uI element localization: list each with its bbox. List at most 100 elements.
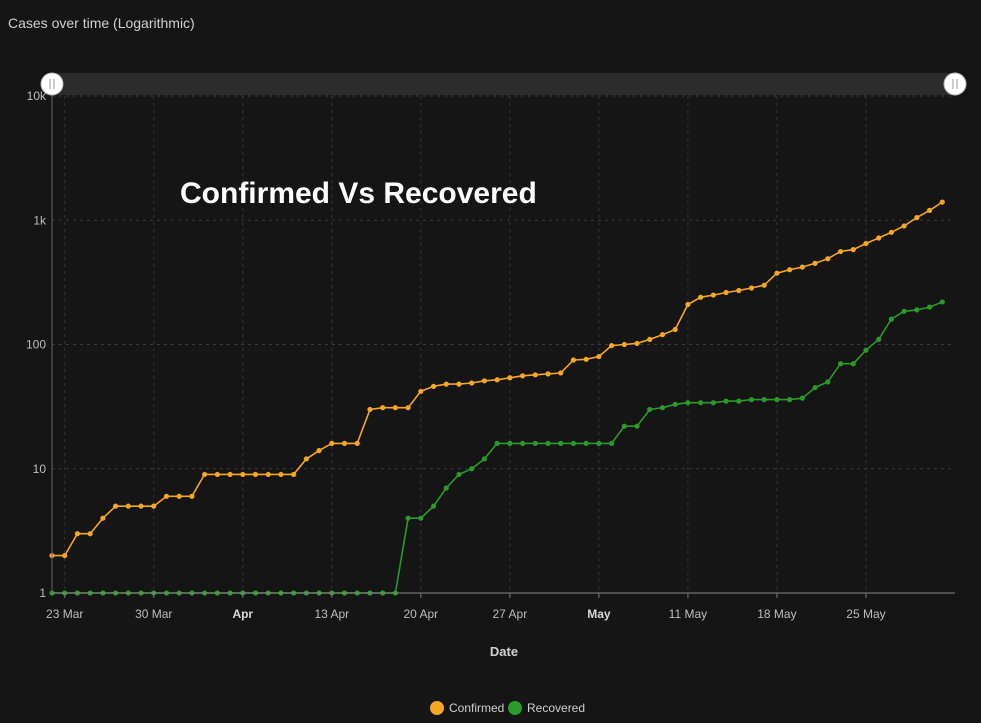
data-point-confirmed[interactable] — [685, 301, 691, 308]
legend-item-confirmed[interactable]: Confirmed — [430, 701, 504, 715]
data-point-confirmed[interactable] — [494, 377, 500, 383]
data-point-confirmed[interactable] — [227, 471, 233, 478]
data-point-confirmed[interactable] — [621, 341, 627, 348]
data-point-recovered[interactable] — [443, 485, 449, 491]
data-point-recovered[interactable] — [494, 440, 500, 446]
data-point-recovered[interactable] — [939, 299, 945, 305]
data-point-recovered[interactable] — [876, 336, 882, 342]
data-point-recovered[interactable] — [748, 397, 755, 403]
data-point-confirmed[interactable] — [405, 405, 411, 411]
data-point-confirmed[interactable] — [570, 357, 577, 363]
data-point-recovered[interactable] — [558, 440, 564, 446]
data-point-recovered[interactable] — [926, 304, 933, 310]
data-point-confirmed[interactable] — [354, 440, 360, 446]
data-point-confirmed[interactable] — [901, 223, 907, 229]
data-point-confirmed[interactable] — [914, 215, 920, 221]
data-point-recovered[interactable] — [736, 398, 742, 404]
data-point-confirmed[interactable] — [176, 493, 182, 499]
data-point-confirmed[interactable] — [265, 471, 271, 478]
data-point-recovered[interactable] — [469, 466, 475, 472]
data-point-confirmed[interactable] — [736, 287, 742, 294]
data-point-confirmed[interactable] — [392, 405, 398, 411]
data-point-recovered[interactable] — [888, 316, 895, 322]
data-point-confirmed[interactable] — [151, 503, 157, 509]
data-point-confirmed[interactable] — [825, 256, 831, 262]
data-point-recovered[interactable] — [583, 440, 589, 446]
data-point-recovered[interactable] — [430, 503, 437, 509]
data-point-confirmed[interactable] — [138, 503, 144, 509]
data-point-confirmed[interactable] — [189, 493, 195, 499]
data-point-recovered[interactable] — [914, 307, 920, 313]
data-point-confirmed[interactable] — [202, 471, 208, 478]
data-point-confirmed[interactable] — [329, 440, 335, 446]
data-point-confirmed[interactable] — [430, 383, 437, 390]
data-point-confirmed[interactable] — [278, 471, 284, 478]
data-point-confirmed[interactable] — [672, 326, 678, 333]
data-point-confirmed[interactable] — [532, 372, 538, 378]
data-point-confirmed[interactable] — [850, 247, 856, 253]
data-point-recovered[interactable] — [698, 400, 704, 406]
data-point-recovered[interactable] — [545, 440, 551, 446]
data-point-confirmed[interactable] — [481, 378, 488, 384]
data-point-recovered[interactable] — [659, 405, 666, 411]
data-point-recovered[interactable] — [710, 400, 716, 406]
data-point-recovered[interactable] — [685, 400, 691, 406]
data-point-confirmed[interactable] — [647, 336, 653, 342]
data-point-confirmed[interactable] — [876, 235, 882, 241]
data-point-recovered[interactable] — [621, 423, 627, 429]
data-point-confirmed[interactable] — [87, 531, 93, 537]
data-point-confirmed[interactable] — [62, 552, 68, 559]
data-point-confirmed[interactable] — [125, 503, 131, 509]
data-point-confirmed[interactable] — [316, 447, 322, 454]
data-point-confirmed[interactable] — [799, 264, 805, 270]
data-point-recovered[interactable] — [850, 361, 856, 367]
data-point-confirmed[interactable] — [367, 406, 373, 413]
data-point-confirmed[interactable] — [252, 471, 259, 478]
data-point-recovered[interactable] — [837, 361, 844, 367]
data-point-confirmed[interactable] — [888, 229, 895, 235]
data-point-recovered[interactable] — [863, 347, 869, 353]
data-point-confirmed[interactable] — [596, 353, 602, 360]
data-point-confirmed[interactable] — [380, 405, 386, 411]
data-point-recovered[interactable] — [723, 398, 729, 404]
data-point-confirmed[interactable] — [774, 270, 780, 276]
data-point-confirmed[interactable] — [74, 531, 81, 537]
data-point-confirmed[interactable] — [787, 267, 793, 273]
data-point-confirmed[interactable] — [761, 282, 767, 288]
data-point-confirmed[interactable] — [112, 503, 119, 509]
data-point-confirmed[interactable] — [863, 240, 869, 247]
data-point-recovered[interactable] — [405, 515, 411, 521]
data-point-confirmed[interactable] — [609, 342, 615, 349]
data-point-confirmed[interactable] — [659, 332, 666, 338]
range-slider-handle-left[interactable] — [40, 72, 64, 96]
data-point-confirmed[interactable] — [443, 381, 449, 387]
data-point-confirmed[interactable] — [812, 260, 818, 266]
data-point-confirmed[interactable] — [100, 515, 106, 521]
data-point-confirmed[interactable] — [926, 207, 933, 214]
data-point-confirmed[interactable] — [634, 340, 640, 347]
data-point-confirmed[interactable] — [303, 456, 309, 462]
data-point-confirmed[interactable] — [710, 292, 716, 298]
data-point-confirmed[interactable] — [698, 294, 704, 300]
data-point-recovered[interactable] — [519, 440, 526, 446]
data-point-recovered[interactable] — [507, 440, 513, 446]
data-point-confirmed[interactable] — [240, 471, 246, 478]
data-point-recovered[interactable] — [825, 379, 831, 385]
data-point-confirmed[interactable] — [939, 199, 945, 205]
data-point-confirmed[interactable] — [163, 493, 170, 499]
data-point-recovered[interactable] — [570, 440, 577, 446]
data-point-confirmed[interactable] — [837, 248, 844, 255]
legend-item-recovered[interactable]: Recovered — [508, 701, 585, 715]
data-point-recovered[interactable] — [787, 397, 793, 403]
data-point-recovered[interactable] — [774, 397, 780, 403]
data-point-recovered[interactable] — [812, 384, 818, 391]
data-point-confirmed[interactable] — [558, 370, 564, 376]
data-point-recovered[interactable] — [596, 440, 602, 446]
data-point-confirmed[interactable] — [723, 289, 729, 296]
data-point-confirmed[interactable] — [214, 471, 220, 478]
range-slider-track[interactable] — [52, 73, 956, 95]
data-point-recovered[interactable] — [901, 308, 907, 314]
data-point-confirmed[interactable] — [418, 388, 424, 394]
data-point-recovered[interactable] — [481, 456, 488, 462]
data-point-confirmed[interactable] — [456, 381, 462, 387]
